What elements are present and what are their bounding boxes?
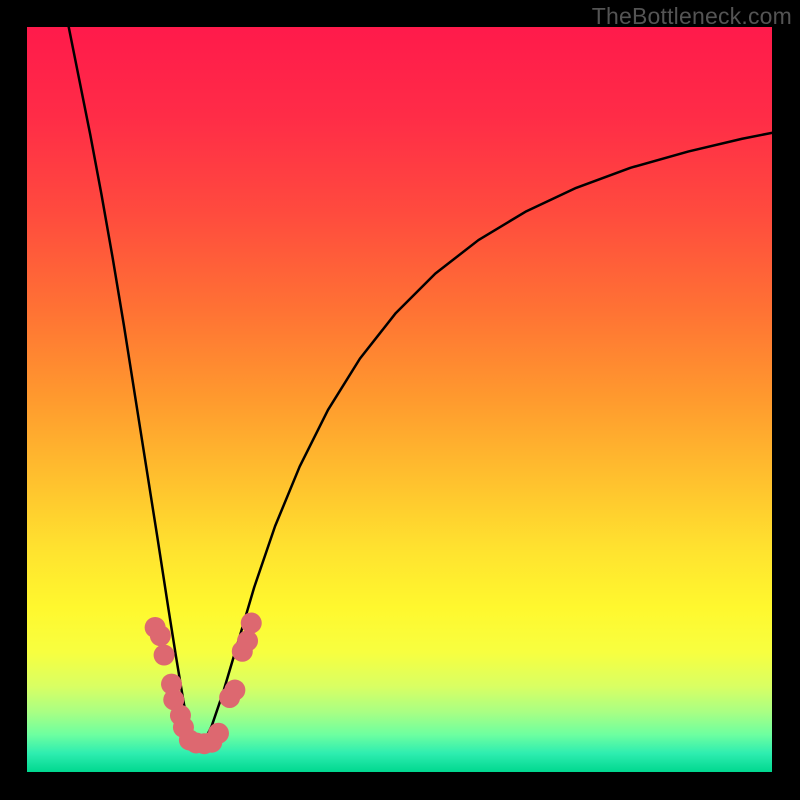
scatter-point: [208, 723, 229, 744]
chart-stage: TheBottleneck.com: [0, 0, 800, 800]
watermark-label: TheBottleneck.com: [592, 3, 792, 30]
scatter-point: [150, 625, 171, 646]
plot-background: [27, 27, 772, 772]
scatter-point: [237, 630, 258, 651]
scatter-point: [241, 613, 262, 634]
scatter-point: [224, 680, 245, 701]
scatter-point: [154, 645, 175, 666]
chart-svg: [0, 0, 800, 800]
